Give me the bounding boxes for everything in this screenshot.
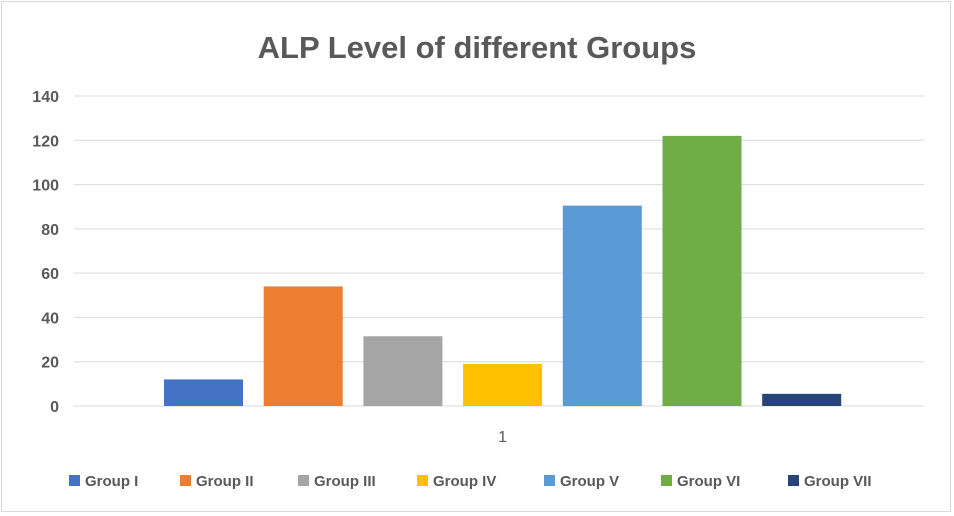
bar-group-iv (463, 363, 543, 406)
y-tick-label: 20 (41, 355, 59, 372)
y-tick-label: 120 (32, 133, 59, 150)
legend-label: Group VI (677, 473, 740, 490)
legend-swatch (417, 475, 428, 486)
y-tick-label: 100 (32, 178, 59, 195)
y-axis-tick-labels: 0 20 40 60 80 100 120 140 (32, 89, 59, 416)
gridlines (74, 95, 924, 407)
legend-item-group-ii: Group II (180, 473, 254, 490)
legend-label: Group VII (804, 473, 872, 490)
legend-label: Group II (196, 473, 254, 490)
legend-item-group-iii: Group III (298, 473, 376, 490)
legend-swatch (69, 475, 80, 486)
legend-item-group-v: Group V (544, 473, 619, 490)
bar-group-iii (363, 336, 443, 406)
legend: Group I Group II Group III Group IV Group V G… (69, 473, 872, 490)
legend-label: Group III (314, 473, 376, 490)
y-tick-label: 80 (41, 222, 59, 239)
legend-swatch (788, 475, 799, 486)
bar-group-v (562, 205, 642, 406)
legend-item-group-i: Group I (69, 473, 138, 490)
y-tick-label: 0 (50, 399, 59, 416)
y-tick-label: 60 (41, 266, 59, 283)
chart-title: ALP Level of different Groups (258, 30, 697, 65)
bar-group-ii (263, 286, 343, 406)
y-tick-label: 140 (32, 89, 59, 106)
x-axis-category-labels: 1 (498, 429, 507, 446)
legend-swatch (544, 475, 555, 486)
bar-group-vii (762, 393, 842, 406)
legend-swatch (661, 475, 672, 486)
legend-item-group-iv: Group IV (417, 473, 496, 490)
x-category-label: 1 (498, 429, 507, 446)
legend-label: Group V (560, 473, 619, 490)
legend-label: Group I (85, 473, 138, 490)
bar-group-i (164, 379, 243, 406)
legend-item-group-vi: Group VI (661, 473, 740, 490)
legend-swatch (298, 475, 309, 486)
legend-label: Group IV (433, 473, 496, 490)
bars (164, 135, 842, 406)
legend-swatch (180, 475, 191, 486)
legend-item-group-vii: Group VII (788, 473, 872, 490)
bar-group-vi (662, 135, 742, 406)
y-tick-label: 40 (41, 310, 59, 327)
